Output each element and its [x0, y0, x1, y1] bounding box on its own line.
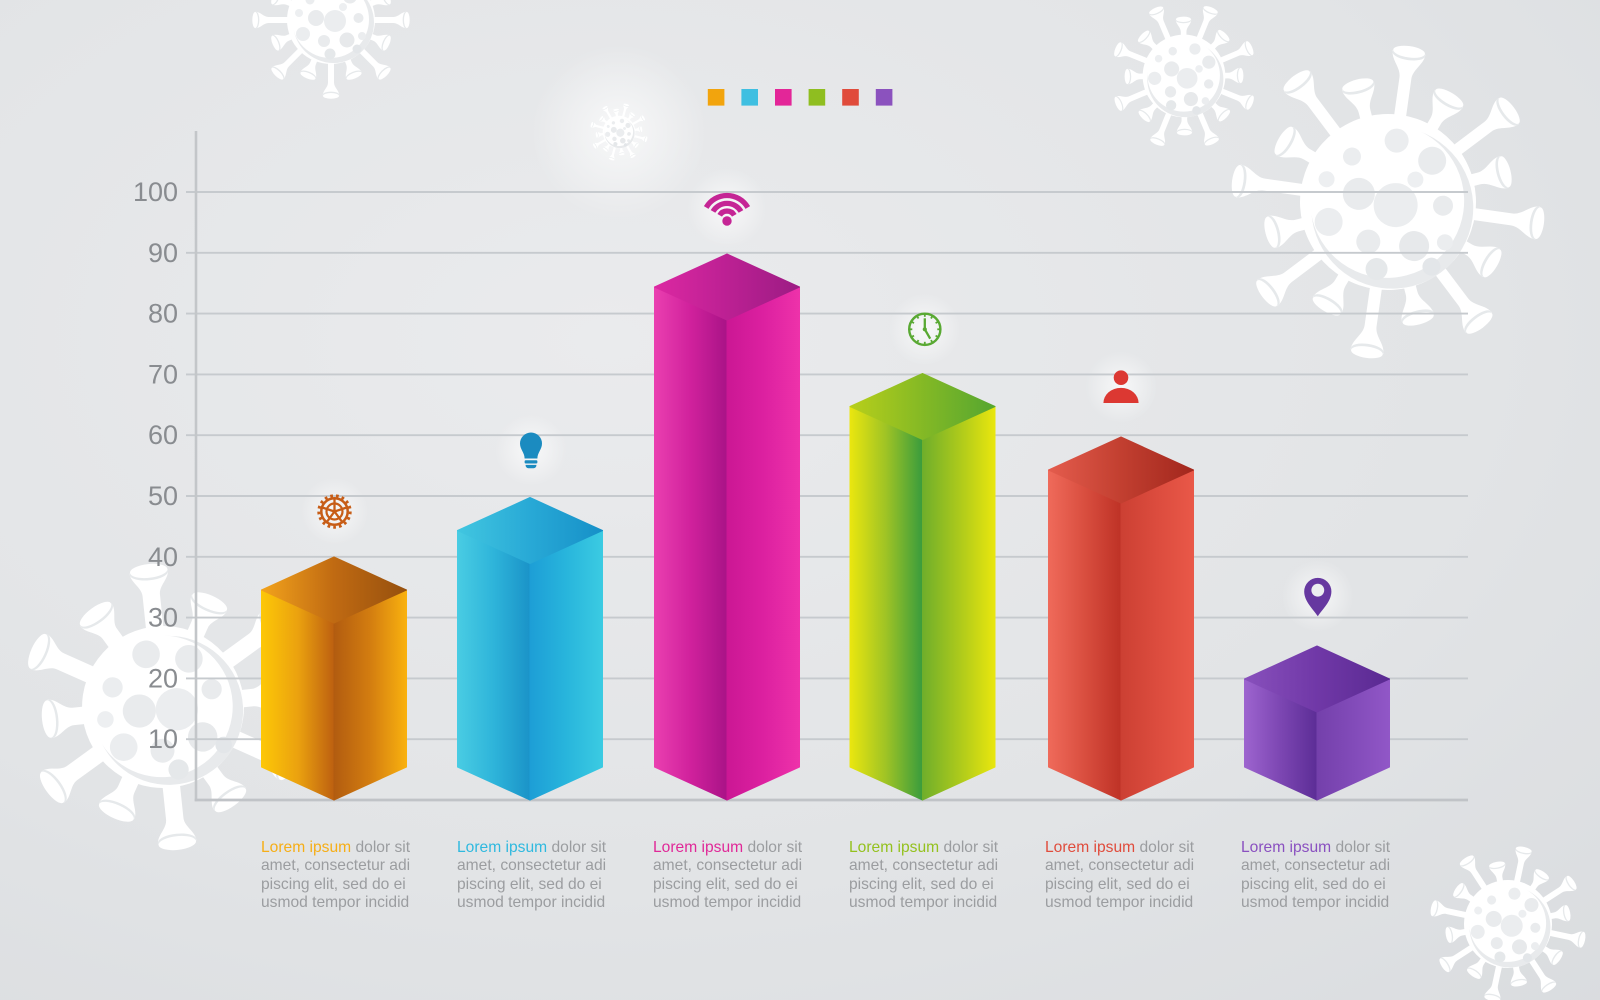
- svg-text:60: 60: [148, 420, 178, 450]
- svg-text:80: 80: [148, 299, 178, 329]
- svg-text:10: 10: [148, 724, 178, 754]
- svg-text:50: 50: [148, 481, 178, 511]
- svg-text:90: 90: [148, 238, 178, 268]
- svg-text:100: 100: [133, 177, 178, 207]
- svg-text:30: 30: [148, 603, 178, 633]
- svg-text:20: 20: [148, 663, 178, 693]
- svg-text:40: 40: [148, 542, 178, 572]
- svg-text:70: 70: [148, 359, 178, 389]
